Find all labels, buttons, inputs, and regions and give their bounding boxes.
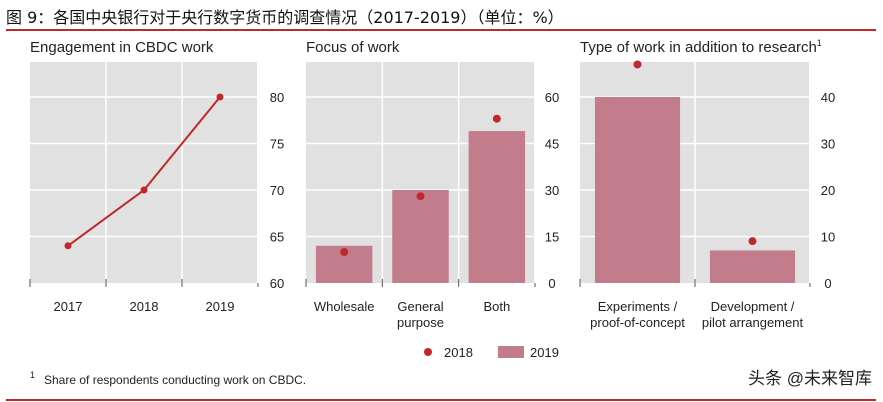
x-tick-label: 2019 — [206, 299, 235, 314]
panel-2 — [305, 62, 536, 287]
y-tick-label: 75 — [270, 137, 284, 152]
footnote: Share of respondents conducting work on … — [44, 373, 306, 387]
x-tick-label: proof-of-concept — [590, 315, 685, 330]
footnote-mark: 1 — [30, 370, 35, 380]
y-tick-label: 65 — [270, 230, 284, 245]
dot-marker — [492, 114, 501, 123]
panel-3 — [579, 60, 811, 287]
x-tick-label: Development / — [711, 299, 795, 314]
y-tick-label: 45 — [545, 137, 559, 152]
plot-background — [30, 62, 258, 283]
panel-title: Engagement in CBDC work — [30, 39, 214, 56]
panel-title: Type of work in addition to research1 — [580, 38, 822, 56]
y-tick-label: 0 — [824, 276, 831, 291]
figure-title: 图 9：各国中央银行对于央行数字货币的调查情况（2017-2019）（单位：%） — [6, 8, 564, 27]
y-tick-label: 30 — [821, 137, 835, 152]
dot-marker — [340, 248, 349, 256]
data-point — [216, 93, 224, 101]
dot-marker — [748, 237, 757, 246]
title-superscript: 1 — [817, 38, 822, 48]
y-tick-label: 60 — [545, 90, 559, 105]
x-tick-label: pilot arrangement — [702, 315, 804, 330]
bottom-divider — [6, 399, 876, 401]
x-tick-label: Wholesale — [314, 299, 375, 314]
y-tick-label: 20 — [821, 183, 835, 198]
panel-1 — [29, 62, 259, 287]
legend-label-2018: 2018 — [444, 345, 473, 360]
panel-title: Focus of work — [306, 39, 400, 56]
y-tick-label: 10 — [821, 230, 835, 245]
x-tick-label: 2017 — [54, 299, 83, 314]
y-tick-label: 80 — [270, 90, 284, 105]
y-tick-label: 70 — [270, 183, 284, 198]
y-tick-label: 60 — [270, 276, 284, 291]
x-tick-label: General — [397, 299, 443, 314]
dot-marker — [416, 192, 425, 201]
legend-bar-icon — [498, 346, 524, 358]
bar — [468, 131, 526, 283]
title-divider — [6, 29, 876, 31]
bar — [392, 190, 449, 283]
legend-label-2019: 2019 — [530, 345, 559, 360]
bar — [709, 250, 796, 283]
dot-marker — [633, 60, 642, 69]
legend-dot-icon — [424, 348, 432, 356]
x-tick-label: Both — [483, 299, 510, 314]
x-tick-label: purpose — [397, 315, 444, 330]
y-tick-label: 0 — [548, 276, 555, 291]
data-point — [140, 186, 148, 194]
x-tick-label: Experiments / — [598, 299, 678, 314]
y-tick-label: 40 — [821, 90, 835, 105]
data-point — [64, 242, 72, 250]
watermark: 头条 @未来智库 — [748, 369, 872, 388]
x-tick-label: 2018 — [130, 299, 159, 314]
bar — [594, 97, 681, 283]
y-tick-label: 30 — [545, 183, 559, 198]
y-tick-label: 15 — [545, 230, 559, 245]
